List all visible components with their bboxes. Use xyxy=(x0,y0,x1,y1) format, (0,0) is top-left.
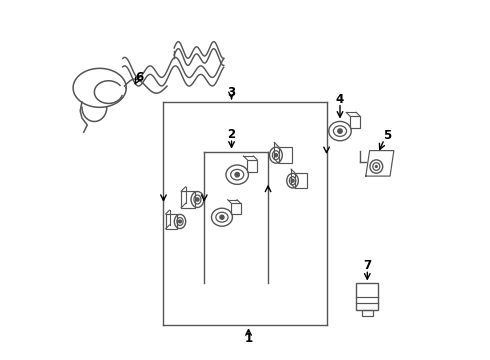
Circle shape xyxy=(274,154,277,157)
Text: 6: 6 xyxy=(136,71,144,84)
Text: 7: 7 xyxy=(363,259,371,272)
Bar xyxy=(166,214,177,229)
Text: 4: 4 xyxy=(336,93,344,106)
Text: 2: 2 xyxy=(227,128,236,141)
Bar xyxy=(181,191,195,208)
Text: 3: 3 xyxy=(227,86,236,99)
Circle shape xyxy=(235,172,240,177)
Bar xyxy=(362,310,372,316)
Bar xyxy=(350,116,360,128)
Circle shape xyxy=(196,198,199,201)
Bar xyxy=(247,160,257,172)
Circle shape xyxy=(338,129,342,133)
Circle shape xyxy=(178,220,181,223)
Text: 1: 1 xyxy=(245,332,253,345)
Circle shape xyxy=(220,215,224,219)
Text: 5: 5 xyxy=(383,129,391,142)
Bar xyxy=(231,203,241,214)
Bar xyxy=(295,173,307,188)
Bar xyxy=(279,147,292,163)
Circle shape xyxy=(291,179,294,182)
Circle shape xyxy=(375,165,378,168)
